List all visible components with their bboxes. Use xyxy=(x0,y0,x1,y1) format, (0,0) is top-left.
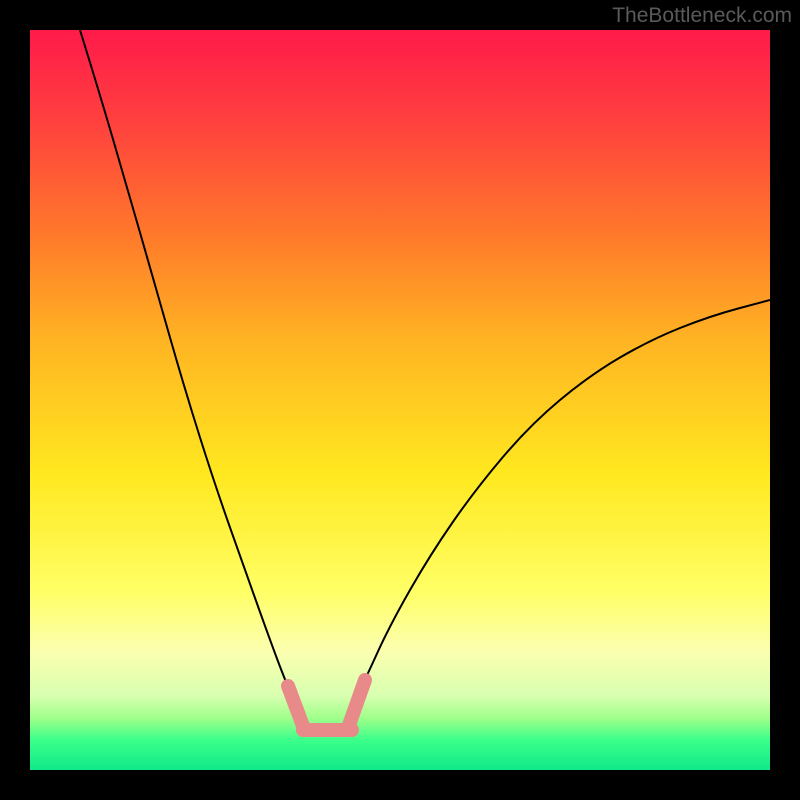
plot-area xyxy=(30,30,770,770)
watermark-text: TheBottleneck.com xyxy=(612,4,792,28)
gradient-background xyxy=(30,30,770,770)
